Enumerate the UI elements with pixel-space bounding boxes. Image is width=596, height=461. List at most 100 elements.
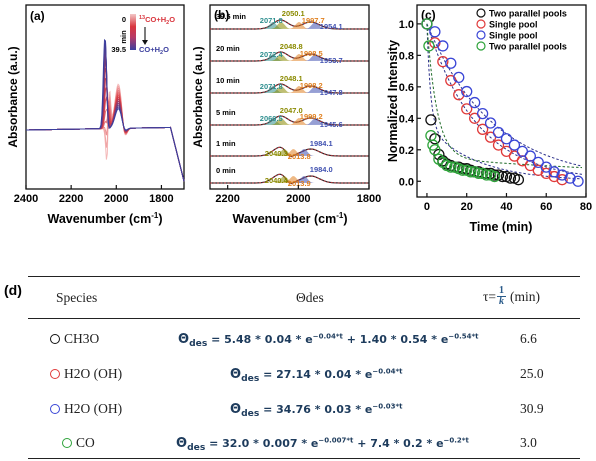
x-tick-label: 20: [461, 201, 473, 213]
peak-label: 2013.8: [288, 152, 311, 161]
y-tick-label: 0.4: [399, 113, 415, 125]
x-tick-label: 60: [540, 201, 552, 213]
data-point: [457, 164, 469, 176]
legend-marker: [476, 30, 486, 40]
eq-rhs: = 27.14 * 0.04 * e: [259, 368, 373, 381]
data-point: [423, 40, 435, 52]
data-point: [461, 103, 473, 115]
eq-rhs: = 34.76 * 0.03 * e: [259, 403, 373, 416]
spectrum-line: [210, 115, 369, 126]
data-point: [445, 161, 457, 173]
panel-b-frame: [209, 4, 370, 190]
y-tick-label: 0.6: [399, 82, 414, 94]
eq-sup1: −0.04*t: [372, 367, 403, 376]
x-tick-label: 2200: [59, 193, 83, 205]
legend-arrowhead: [142, 40, 148, 45]
tau-value: 3.0: [520, 435, 537, 450]
table-row: H2O (OH) Θdes = 27.14 * 0.04 * e−0.04*t …: [0, 358, 596, 392]
data-point: [556, 169, 568, 181]
table-row: H2O (OH) Θdes = 34.76 * 0.03 * e−0.03*t …: [0, 392, 596, 426]
panel-c: (c) Normalized Intensity Time (min) 0 20 4…: [386, 4, 592, 234]
data-point: [453, 89, 465, 101]
tau-unit: (min): [510, 288, 541, 304]
colorbar-bottom-label: 39.5: [111, 45, 126, 54]
panel-c-points: [421, 18, 584, 187]
peak-label: 2069.5: [260, 114, 283, 123]
eq-sup1: −0.04*t: [312, 332, 343, 341]
eq-rhs: = 5.48 * 0.04 * e: [207, 333, 313, 346]
peak-label: 2047.0: [280, 106, 303, 115]
data-point: [572, 175, 584, 187]
data-point: [429, 37, 441, 49]
eq-lhs: Θ: [230, 402, 242, 417]
peak-label: 1954.1: [320, 22, 343, 31]
data-point: [564, 172, 576, 184]
spectrum-fit: [210, 51, 369, 62]
panel-d: (d) Species Θdes τ= 1 k (min) CH3O Θdes …: [0, 272, 596, 461]
data-point: [548, 170, 560, 183]
species-marker-icon: [50, 369, 60, 379]
peak-area: [270, 22, 292, 29]
x-tick-label: 2000: [286, 193, 310, 205]
table-row: CH3O Θdes = 5.48 * 0.04 * e−0.04*t + 1.4…: [0, 324, 596, 358]
eq-sup2: −0.2*t: [443, 436, 469, 445]
species-cell: CH3O: [50, 331, 99, 347]
tau-fraction: 1 k: [497, 285, 507, 307]
data-point: [437, 56, 449, 68]
panel-c-fits: [426, 23, 583, 180]
data-point: [445, 74, 457, 87]
x-tick-label: 2000: [104, 193, 128, 205]
spectrum-line: [210, 51, 369, 62]
species-cell: H2O (OH): [50, 366, 122, 382]
eq-mid: + 7.4 * 0.2 * e: [353, 437, 444, 450]
peak-area: [288, 86, 310, 93]
theta-equation: Θdes = 5.48 * 0.04 * e−0.04*t + 1.40 * 0…: [178, 332, 479, 349]
peak-label: 1947.8: [320, 88, 343, 97]
tau-numerator: 1: [497, 285, 507, 297]
spectrum-fit: [210, 173, 369, 185]
spectrum-time-label: 1 min: [216, 139, 236, 148]
spectrum-time-label: 20 min: [216, 44, 240, 53]
spectrum-time-label: 0 min: [216, 166, 236, 175]
spectrum-fit: [210, 146, 369, 158]
table-header-rule: [28, 318, 580, 319]
tau-value: 6.6: [520, 331, 537, 346]
peak-area: [270, 118, 292, 125]
data-point: [469, 96, 481, 109]
species-cell: CO: [62, 435, 95, 451]
column-header-tau: τ= 1 k (min): [483, 286, 540, 307]
data-point: [540, 167, 552, 180]
eq-lhs: Θ: [230, 367, 242, 382]
peak-label: 1998.5: [300, 49, 323, 58]
tau-value: 25.0: [520, 366, 544, 381]
spectrum-time-label: 10 min: [216, 76, 240, 85]
y-tick-label: 0.0: [399, 176, 414, 188]
x-tick-label: 2400: [14, 193, 38, 205]
eq-sub: des: [189, 338, 208, 350]
panel-c-ylabel: Normalized Intensity: [386, 40, 400, 162]
x-tick-label: 0: [424, 201, 430, 213]
eq-lhs: Θ: [178, 332, 190, 347]
spectrum-fit: [210, 83, 369, 94]
data-point: [548, 166, 560, 178]
eq-mid: + 1.40 * 0.54 * e: [342, 333, 449, 346]
x-tick-label: 80: [580, 201, 592, 213]
eq-rhs: = 32.0 * 0.007 * e: [205, 437, 319, 450]
eq-sub: des: [187, 442, 206, 454]
data-point: [532, 164, 544, 176]
legend-marker: [476, 19, 486, 29]
colorbar: [130, 14, 136, 50]
species-name: H2O (OH): [64, 366, 123, 381]
data-point: [472, 167, 485, 180]
panel-c-xlabel: Time (min): [470, 220, 533, 234]
data-point: [484, 117, 497, 129]
peak-area: [270, 54, 292, 61]
peak-label: 1953.7: [320, 56, 343, 65]
data-point: [437, 40, 449, 52]
x-tick-label: 1800: [357, 193, 381, 205]
data-point: [504, 172, 517, 184]
peak-area: [304, 118, 326, 125]
species-name: CO: [76, 435, 95, 450]
peak-label: 1998.2: [300, 81, 323, 90]
data-point: [508, 139, 521, 151]
